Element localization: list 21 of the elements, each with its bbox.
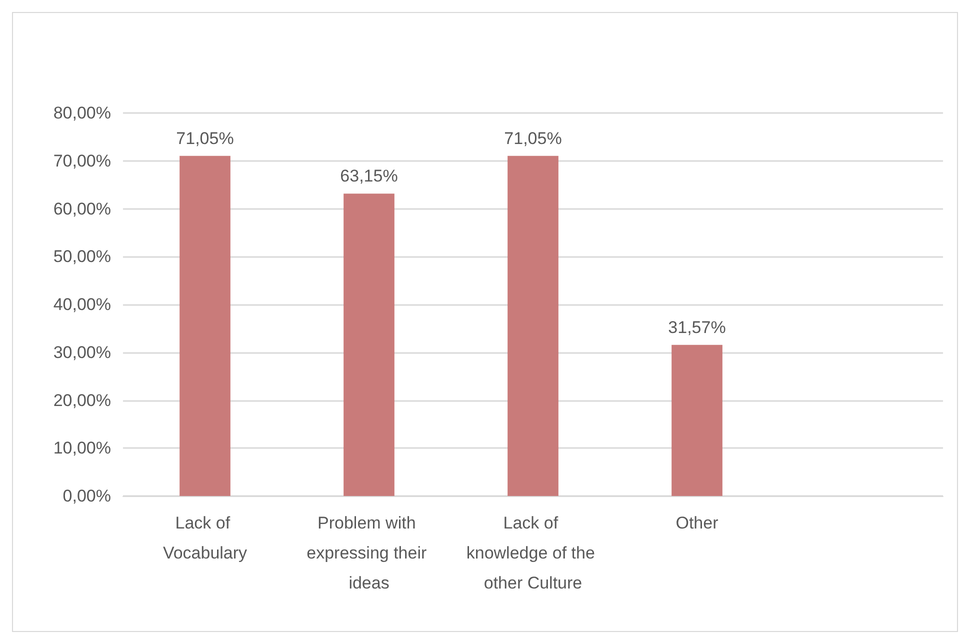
bar (672, 344, 722, 496)
y-tick-label: 60,00% (53, 199, 111, 218)
y-tick-label: 40,00% (53, 295, 111, 314)
y-tick-label: 30,00% (53, 342, 111, 362)
x-tick-label: Lack of knowledge of the other Culture (466, 514, 600, 592)
bar (508, 156, 558, 496)
y-tick-label: 10,00% (53, 438, 111, 458)
data-label: 71,05% (504, 128, 562, 148)
x-tick-label: Lack of Vocabulary (162, 514, 248, 562)
bar (344, 194, 394, 496)
bar (180, 156, 230, 496)
data-label: 31,57% (668, 318, 726, 337)
x-tick-label: Problem with expressing their ideas (306, 514, 432, 592)
data-label: 63,15% (340, 166, 398, 186)
y-tick-label: 20,00% (53, 390, 111, 410)
y-tick-label: 50,00% (53, 247, 111, 266)
y-tick-label: 70,00% (53, 151, 111, 170)
data-label: 71,05% (176, 128, 234, 148)
y-tick-label: 0,00% (62, 486, 111, 506)
y-tick-label: 80,00% (53, 104, 111, 122)
x-tick-label: Other (676, 514, 719, 532)
